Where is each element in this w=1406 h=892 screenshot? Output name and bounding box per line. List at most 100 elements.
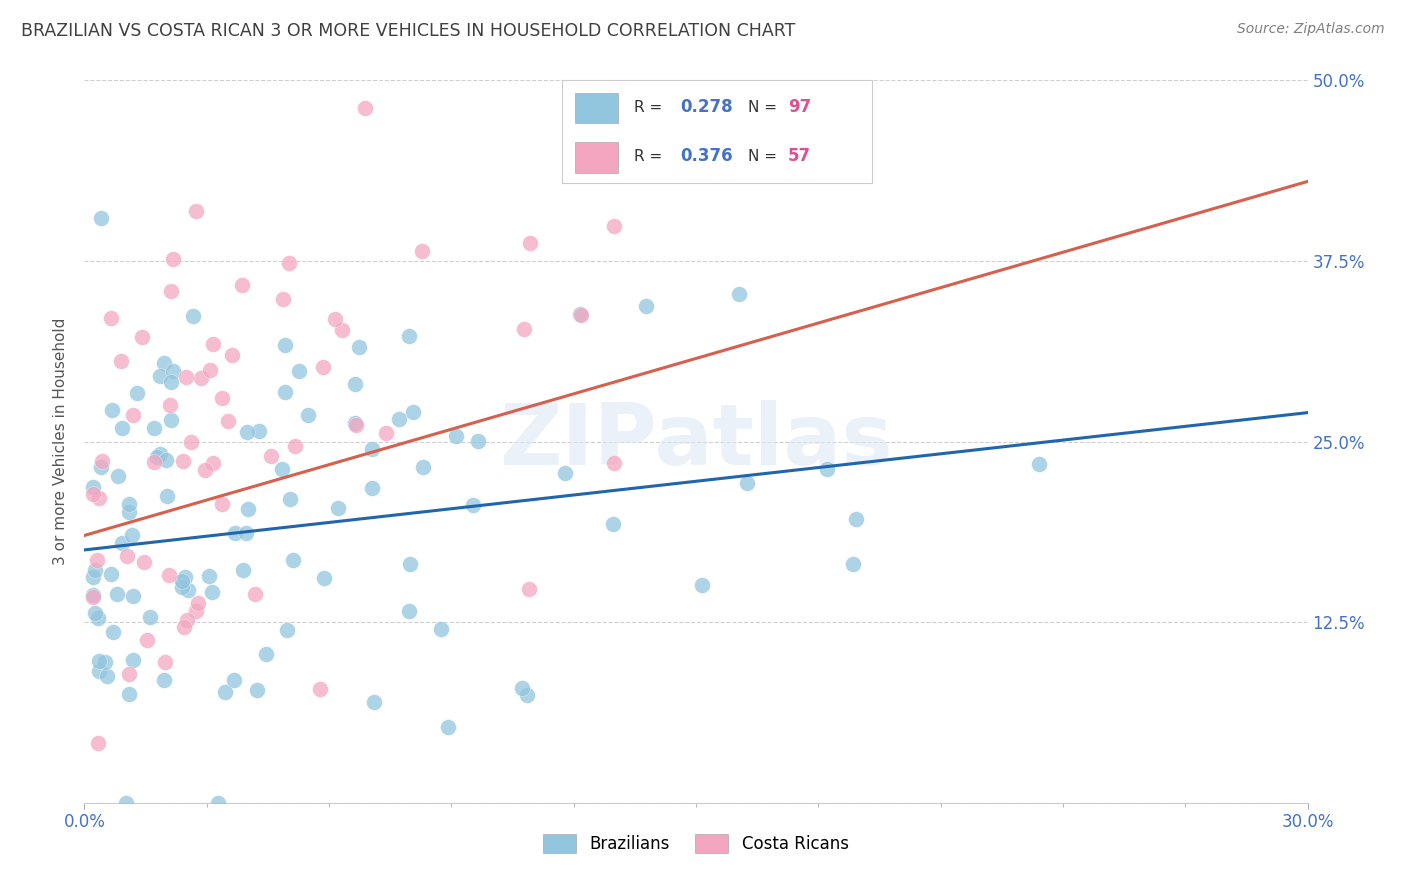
Point [603, 457, 626, 471]
Point [461, 498, 484, 512]
Point [344, 418, 367, 433]
Point [143, 455, 166, 469]
Point [107, 469, 129, 483]
Point [139, 610, 162, 624]
Point [82, 487, 104, 501]
Point [115, 549, 138, 563]
Point [149, 368, 172, 383]
Point [122, 408, 145, 422]
Point [82, 590, 104, 604]
Point [153, 355, 176, 369]
Point [87, 736, 110, 750]
Point [87, 654, 110, 668]
Point [224, 673, 246, 687]
Point [134, 555, 156, 569]
Point [172, 454, 194, 468]
Y-axis label: 3 or more Vehicles in Household: 3 or more Vehicles in Household [53, 318, 69, 566]
Point [101, 625, 124, 640]
Point [430, 622, 453, 636]
Text: 57: 57 [789, 147, 811, 165]
Point [278, 491, 301, 506]
Point [271, 462, 294, 476]
Point [121, 527, 143, 541]
Point [284, 439, 307, 453]
Point [211, 391, 233, 405]
Point [122, 652, 145, 666]
Point [172, 574, 194, 589]
Point [554, 467, 576, 481]
Point [125, 386, 148, 401]
Point [83, 606, 105, 620]
Point [224, 525, 246, 540]
Point [155, 490, 177, 504]
Point [159, 398, 181, 412]
Point [232, 563, 254, 577]
Point [100, 566, 122, 581]
Point [375, 425, 398, 440]
Point [354, 101, 377, 115]
Point [845, 512, 868, 526]
Point [89, 664, 111, 678]
Point [94, 655, 117, 669]
Point [467, 434, 489, 448]
Point [634, 299, 657, 313]
Point [281, 553, 304, 567]
Point [398, 329, 420, 343]
Point [173, 569, 195, 583]
Point [330, 323, 353, 337]
Point [91, 454, 114, 468]
Point [519, 236, 541, 251]
Point [96, 669, 118, 683]
Point [202, 337, 225, 351]
Point [174, 370, 197, 384]
Point [513, 322, 536, 336]
Point [170, 580, 193, 594]
Point [110, 353, 132, 368]
Point [312, 571, 335, 585]
Point [90, 460, 112, 475]
Point [201, 456, 224, 470]
Point [114, 796, 136, 810]
Point [288, 364, 311, 378]
Point [312, 359, 335, 374]
Point [101, 403, 124, 417]
Point [247, 424, 270, 438]
Bar [575, 93, 619, 123]
Point [181, 309, 204, 323]
Point [162, 252, 184, 266]
Point [236, 425, 259, 439]
Point [86, 553, 108, 567]
Point [517, 582, 540, 596]
Point [402, 405, 425, 419]
Text: 0.278: 0.278 [681, 98, 733, 117]
Point [349, 340, 371, 354]
Point [82, 569, 104, 583]
Point [309, 682, 332, 697]
Point [735, 476, 758, 491]
Point [111, 536, 134, 550]
Point [107, 587, 129, 601]
Text: ZIPatlas: ZIPatlas [499, 400, 893, 483]
Point [411, 244, 433, 258]
Point [162, 364, 184, 378]
Point [87, 491, 110, 505]
Point [82, 588, 104, 602]
Point [122, 589, 145, 603]
Point [131, 330, 153, 344]
Point [815, 462, 838, 476]
Point [276, 623, 298, 637]
Point [446, 429, 468, 443]
Point [118, 497, 141, 511]
Point [231, 278, 253, 293]
Point [412, 460, 434, 475]
Point [388, 412, 411, 426]
Point [186, 204, 208, 219]
Text: 0.376: 0.376 [681, 147, 733, 165]
Text: R =: R = [634, 100, 666, 115]
Point [221, 348, 243, 362]
Point [361, 481, 384, 495]
Point [274, 384, 297, 399]
Point [399, 557, 422, 571]
Point [173, 620, 195, 634]
Point [360, 442, 382, 457]
